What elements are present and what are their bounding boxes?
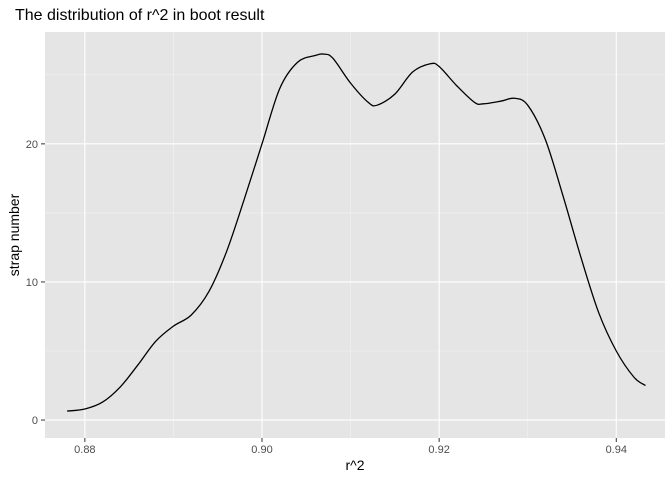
x-tick-label: 0.94 — [606, 444, 627, 456]
x-axis: 0.88 0.90 0.92 0.94 — [74, 438, 627, 456]
y-tick-label: 0 — [32, 415, 38, 427]
y-axis: 0 10 20 — [26, 139, 45, 427]
major-grid — [45, 32, 665, 438]
y-tick-label: 10 — [26, 277, 38, 289]
density-curve — [67, 53, 646, 412]
x-tick-label: 0.92 — [428, 444, 449, 456]
chart-title: The distribution of r^2 in boot result — [15, 7, 265, 24]
y-tick-label: 20 — [26, 139, 38, 151]
x-tick-label: 0.88 — [74, 444, 95, 456]
plot-panel — [45, 32, 665, 438]
x-axis-label: r^2 — [345, 457, 364, 473]
y-axis-label: strap number — [6, 193, 22, 276]
x-tick-label: 0.90 — [251, 444, 272, 456]
